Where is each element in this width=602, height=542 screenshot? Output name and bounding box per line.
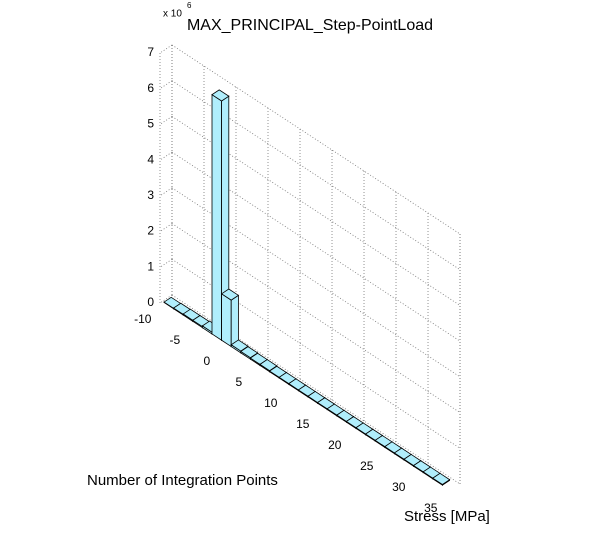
x-tick-label: 10 bbox=[264, 396, 278, 410]
y-tick-label: 3 bbox=[147, 188, 154, 202]
y-axis-label: Number of Integration Points bbox=[87, 472, 278, 489]
grid-line bbox=[159, 258, 173, 268]
bar-top bbox=[211, 89, 230, 102]
bar-side bbox=[230, 294, 239, 348]
bar-front bbox=[221, 293, 232, 348]
y-tick-label: 7 bbox=[147, 45, 154, 59]
grid-line bbox=[159, 151, 173, 161]
x-tick-label: 5 bbox=[235, 375, 242, 389]
bar-top bbox=[432, 472, 451, 485]
grid-line bbox=[159, 44, 173, 54]
x-tick-label: -5 bbox=[169, 333, 180, 347]
grid-line bbox=[159, 80, 173, 90]
x-tick-label: 15 bbox=[296, 417, 310, 431]
chart-title: MAX_PRINCIPAL_Step-PointLoad bbox=[187, 17, 433, 34]
bar-front bbox=[211, 93, 223, 341]
x-tick-label: 20 bbox=[328, 438, 342, 452]
grid-line bbox=[171, 44, 461, 235]
grid-line bbox=[159, 187, 173, 197]
y-tick-label: 1 bbox=[147, 259, 154, 273]
x-tick-label: -10 bbox=[134, 312, 152, 326]
x-tick-label: 30 bbox=[392, 480, 406, 494]
x-tick-label: 35 bbox=[424, 501, 438, 515]
y-multiplier-exponent: 6 bbox=[187, 1, 192, 10]
y-multiplier: x 10 bbox=[163, 9, 182, 20]
x-tick-label: 0 bbox=[203, 354, 210, 368]
bar-top bbox=[220, 288, 240, 301]
y-tick-label: 2 bbox=[147, 224, 154, 238]
x-axis-label: Stress [MPa] bbox=[404, 508, 490, 525]
grid-line bbox=[159, 294, 173, 304]
y-tick-label: 6 bbox=[147, 81, 154, 95]
x-tick-label: 25 bbox=[360, 459, 374, 473]
y-tick-label: 4 bbox=[147, 152, 154, 166]
grid-line bbox=[159, 116, 173, 125]
y-tick-label: 0 bbox=[147, 295, 154, 309]
y-tick-label: 5 bbox=[147, 117, 154, 131]
grid-line bbox=[159, 223, 173, 232]
